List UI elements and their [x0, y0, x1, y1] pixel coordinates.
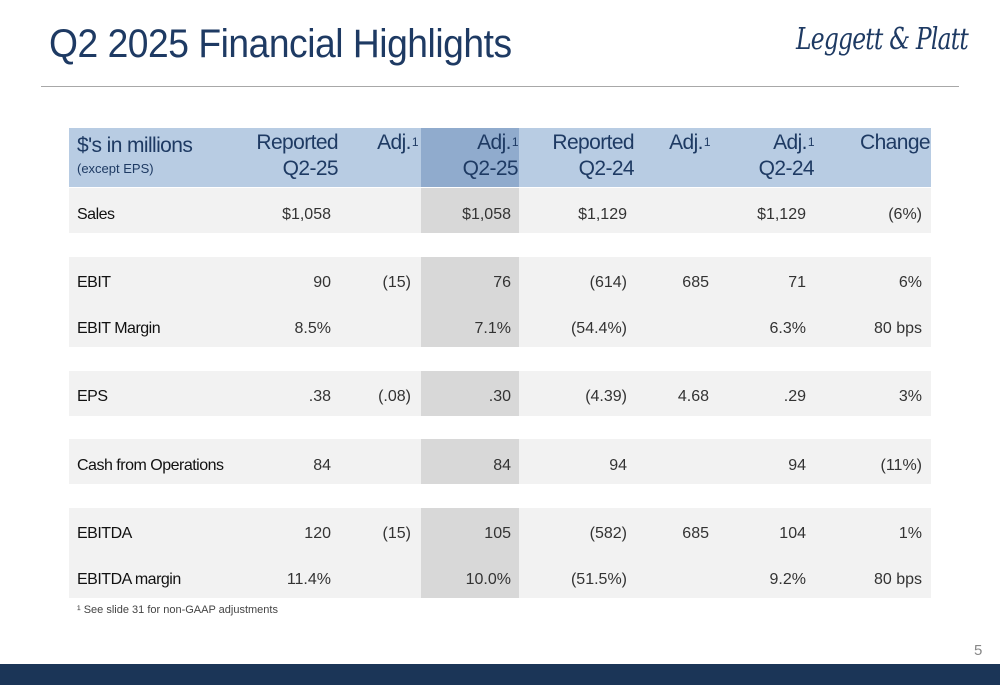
table-cell: $1,129	[578, 206, 627, 223]
table-cell: 80 bps	[873, 571, 922, 588]
table-cell: 685	[682, 525, 709, 542]
row-band-ebit	[69, 257, 931, 347]
table-cell: (614)	[589, 274, 627, 291]
table-cell: (4.39)	[585, 388, 627, 405]
table-cell: (54.4%)	[570, 320, 627, 337]
row-label: EBITDA margin	[77, 571, 181, 588]
column-header: Adj.1	[377, 131, 418, 154]
table-cell: 1%	[898, 525, 922, 542]
table-row: EBIT 90 (15) 76 (614) 685 71 6%	[69, 271, 931, 295]
row-label: EPS	[77, 388, 108, 405]
table-cell: (11%)	[880, 457, 923, 474]
table-cell: 685	[682, 274, 709, 291]
units-sublabel: (except EPS)	[77, 161, 154, 176]
table-cell: 90	[313, 274, 331, 291]
table-cell: .30	[488, 388, 511, 405]
row-band-eps	[69, 371, 931, 416]
column-header: Adj.1 Q2-25	[462, 131, 519, 180]
table-row: EPS .38 (.08) .30 (4.39) 4.68 .29 3%	[69, 385, 931, 409]
footer-bar	[0, 664, 1000, 685]
column-header: Reported Q2-24	[552, 131, 634, 180]
column-header: Change	[860, 131, 931, 154]
page-number: 5	[974, 642, 983, 659]
table-cell: (.08)	[378, 388, 411, 405]
table-cell: 84	[313, 457, 331, 474]
table-cell: 10.0%	[465, 571, 511, 588]
table-row: EBIT Margin 8.5% 7.1% (54.4%) 6.3% 80 bps	[69, 317, 931, 341]
footnote: ¹ See slide 31 for non-GAAP adjustments	[77, 604, 278, 616]
company-logo: Leggett & Platt	[796, 22, 969, 57]
row-band-sales	[69, 188, 931, 233]
table-row: Sales $1,058 $1,058 $1,129 $1,129 (6%)	[69, 203, 931, 227]
row-label: EBIT	[77, 274, 111, 291]
table-cell: 6.3%	[769, 320, 806, 337]
row-label: Sales	[77, 206, 115, 223]
table-cell: $1,058	[282, 206, 331, 223]
row-label: Cash from Operations	[77, 457, 224, 474]
column-header: Adj.1 Q2-24	[758, 131, 815, 180]
table-cell: (51.5%)	[570, 571, 627, 588]
table-cell: 3%	[898, 388, 922, 405]
table-cell: 120	[304, 525, 331, 542]
units-label: $'s in millions	[77, 134, 193, 157]
column-header: Reported Q2-25	[256, 131, 338, 180]
row-band-cash	[69, 439, 931, 484]
table-cell: 71	[788, 274, 806, 291]
title-divider	[41, 86, 959, 87]
table-cell: 104	[779, 525, 806, 542]
table-cell: 76	[493, 274, 511, 291]
table-cell: 84	[493, 457, 511, 474]
table-cell: 6%	[898, 274, 922, 291]
row-band-ebitda	[69, 508, 931, 598]
table-cell: (582)	[589, 525, 627, 542]
row-label: EBIT Margin	[77, 320, 161, 337]
row-label: EBITDA	[77, 525, 132, 542]
adjusted-q2-25-highlight	[421, 128, 519, 598]
table-cell: 105	[484, 525, 511, 542]
table-cell: 94	[609, 457, 627, 474]
table-cell: 8.5%	[294, 320, 331, 337]
table-cell: $1,129	[757, 206, 806, 223]
table-cell: (6%)	[888, 206, 922, 223]
table-cell: .38	[308, 388, 331, 405]
table-cell: .29	[783, 388, 806, 405]
column-header: Adj.1	[669, 131, 710, 154]
table-cell: (15)	[382, 274, 411, 291]
slide-title: Q2 2025 Financial Highlights	[49, 22, 512, 66]
table-cell: 94	[788, 457, 806, 474]
table-row: EBITDA margin 11.4% 10.0% (51.5%) 9.2% 80 bps	[69, 568, 931, 592]
table-cell: 7.1%	[474, 320, 511, 337]
table-cell: (15)	[382, 525, 411, 542]
table-cell: 4.68	[677, 388, 709, 405]
table-cell: 9.2%	[769, 571, 806, 588]
table-cell: $1,058	[462, 206, 511, 223]
table-cell: 80 bps	[873, 320, 922, 337]
table-row: Cash from Operations 84 84 94 94 (11%)	[69, 454, 931, 478]
table-cell: 11.4%	[286, 571, 331, 588]
table-row: EBITDA 120 (15) 105 (582) 685 104 1%	[69, 522, 931, 546]
